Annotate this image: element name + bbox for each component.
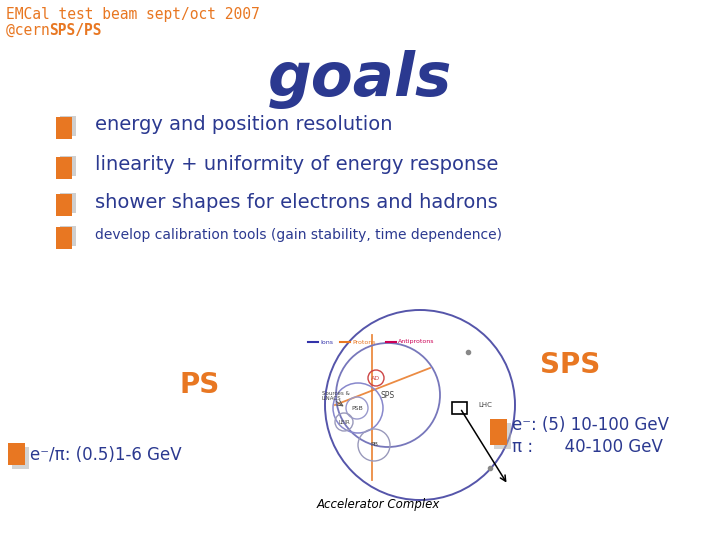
Text: energy and position resolution: energy and position resolution xyxy=(95,116,392,134)
Text: linearity + uniformity of energy response: linearity + uniformity of energy respons… xyxy=(95,156,498,174)
Text: Protons: Protons xyxy=(352,340,376,345)
Text: Antiprotons: Antiprotons xyxy=(398,340,434,345)
Text: AD: AD xyxy=(372,375,381,381)
Text: develop calibration tools (gain stability, time dependence): develop calibration tools (gain stabilit… xyxy=(95,228,502,242)
Text: shower shapes for electrons and hadrons: shower shapes for electrons and hadrons xyxy=(95,192,498,212)
Bar xyxy=(60,226,76,246)
Text: Accelerator Complex: Accelerator Complex xyxy=(316,498,440,511)
Text: π :      40-100 GeV: π : 40-100 GeV xyxy=(512,438,663,456)
Text: SPS: SPS xyxy=(540,351,600,379)
Bar xyxy=(452,402,467,414)
Text: SPS: SPS xyxy=(381,390,395,400)
Text: e⁻/π: (0.5)1-6 GeV: e⁻/π: (0.5)1-6 GeV xyxy=(30,446,181,464)
Text: PB: PB xyxy=(370,442,378,448)
Bar xyxy=(12,447,29,469)
Bar xyxy=(56,117,72,139)
Bar xyxy=(60,156,76,176)
Bar xyxy=(56,227,72,249)
Bar xyxy=(56,194,72,216)
Text: LEIR: LEIR xyxy=(338,420,350,424)
Text: Sources &
LINACS: Sources & LINACS xyxy=(322,390,350,401)
Text: PS: PS xyxy=(180,371,220,399)
Bar xyxy=(60,193,76,213)
Bar xyxy=(8,443,25,465)
Text: SPS/PS: SPS/PS xyxy=(49,23,102,38)
Bar xyxy=(56,157,72,179)
Text: @cern: @cern xyxy=(6,23,58,38)
Text: PSB: PSB xyxy=(351,406,363,410)
Text: EMCal test beam sept/oct 2007: EMCal test beam sept/oct 2007 xyxy=(6,7,260,22)
Text: Ions: Ions xyxy=(320,340,333,345)
Text: e⁻: (5) 10-100 GeV: e⁻: (5) 10-100 GeV xyxy=(512,416,669,434)
Text: LHC: LHC xyxy=(478,402,492,408)
Text: goals: goals xyxy=(268,50,452,109)
Bar xyxy=(60,116,76,136)
Bar xyxy=(490,419,507,445)
Bar xyxy=(494,423,511,449)
